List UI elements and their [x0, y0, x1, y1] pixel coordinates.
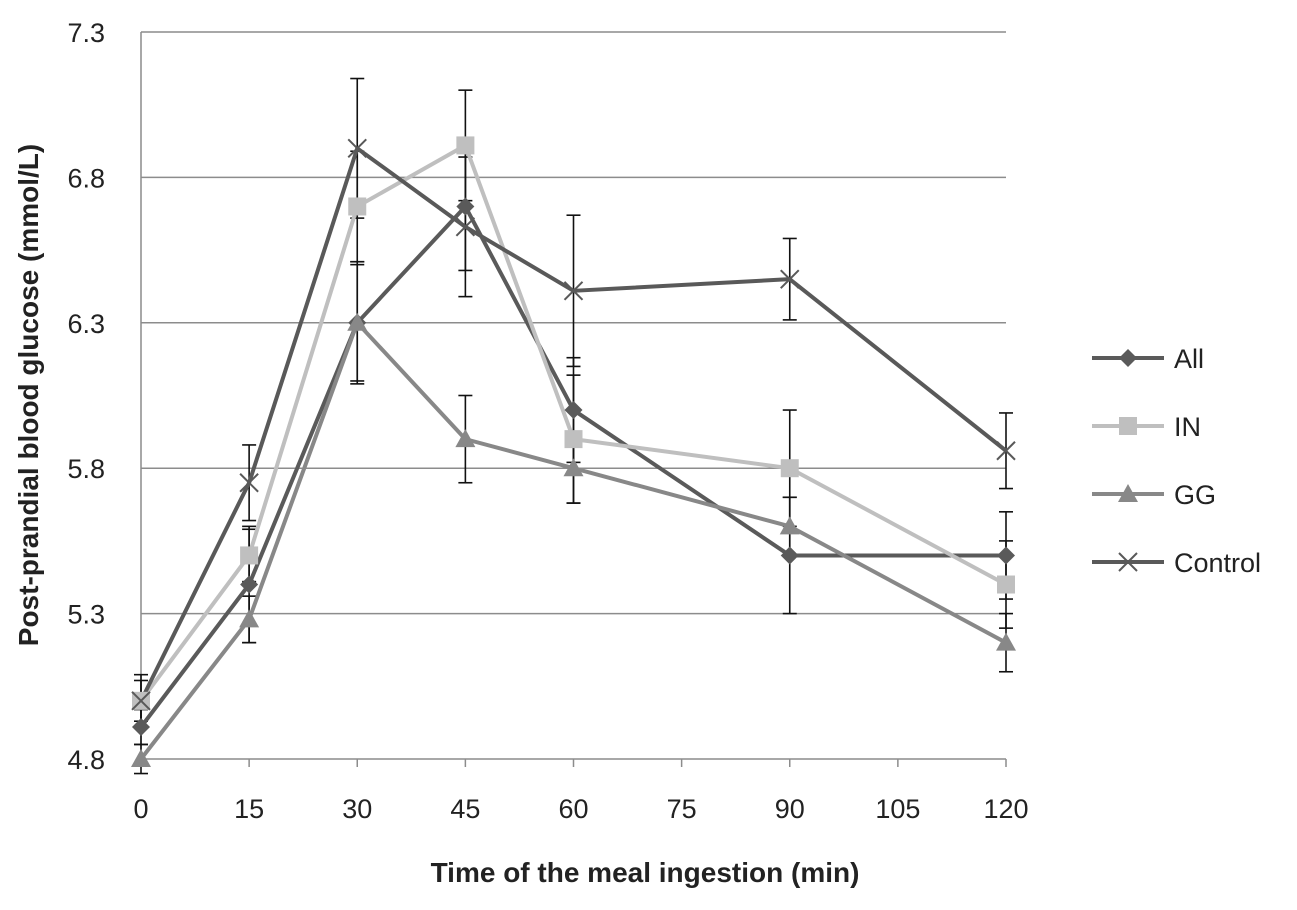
- legend-entry-all: All: [1092, 344, 1204, 374]
- y-axis-title: Post-prandial blood glucose (mmol/L): [13, 144, 44, 646]
- data-point-control: [455, 217, 476, 237]
- y-tick-label: 5.8: [67, 454, 105, 484]
- data-point-gg: [563, 458, 584, 477]
- data-point-control: [780, 269, 800, 289]
- legend-entry-gg: GG: [1092, 480, 1216, 510]
- legend-marker-in: [1119, 417, 1137, 435]
- x-axis-title: Time of the meal ingestion (min): [431, 857, 860, 888]
- series-markers: [131, 136, 1016, 767]
- data-point-all: [997, 546, 1015, 565]
- y-tick-label: 5.3: [67, 600, 105, 630]
- data-point-control: [563, 281, 584, 301]
- legend-marker-gg: [1118, 484, 1138, 502]
- data-point-gg: [131, 749, 151, 767]
- data-point-control: [996, 441, 1016, 461]
- x-tick-label: 15: [234, 794, 264, 824]
- data-point-in: [780, 459, 799, 478]
- data-point-gg: [239, 609, 260, 628]
- legend-marker-control: [1118, 552, 1138, 572]
- data-point-in: [456, 136, 475, 155]
- data-point-in: [564, 430, 583, 449]
- data-point-all: [564, 401, 583, 420]
- data-point-in: [240, 546, 259, 565]
- x-tick-label: 90: [775, 794, 805, 824]
- legend-label: IN: [1174, 412, 1201, 442]
- y-tick-labels: 4.8 5.3 5.8 6.3 6.8 7.3: [67, 18, 105, 775]
- x-tick-labels: 0 15 30 45 60 75 90 105 120: [133, 794, 1028, 824]
- data-point-control: [131, 691, 151, 711]
- y-tick-label: 7.3: [67, 18, 105, 48]
- data-point-in: [997, 575, 1015, 594]
- y-tick-label: 6.3: [67, 309, 105, 339]
- x-tick-label: 120: [983, 794, 1028, 824]
- legend-entry-in: IN: [1092, 412, 1201, 442]
- data-point-gg: [347, 312, 368, 331]
- data-point-all: [132, 718, 150, 737]
- y-tick-label: 6.8: [67, 163, 105, 193]
- legend-label: All: [1174, 344, 1204, 374]
- axes: [140, 32, 1007, 767]
- legend-entry-control: Control: [1092, 548, 1261, 578]
- legend-label: GG: [1174, 480, 1216, 510]
- data-point-in: [348, 197, 367, 216]
- data-point-all: [780, 546, 799, 565]
- legend: All IN GG Control: [1092, 344, 1261, 578]
- data-point-control: [239, 473, 259, 493]
- data-point-control: [347, 138, 367, 159]
- x-tick-label: 60: [558, 794, 588, 824]
- data-point-gg: [455, 429, 476, 448]
- x-tick-label: 30: [342, 794, 372, 824]
- legend-marker-all: [1119, 349, 1137, 367]
- x-tick-label: 45: [450, 794, 480, 824]
- data-point-all: [456, 197, 475, 216]
- data-point-all: [240, 575, 259, 594]
- y-tick-label: 4.8: [67, 745, 105, 775]
- data-point-gg: [779, 516, 800, 535]
- x-tick-label: 0: [133, 794, 148, 824]
- x-tick-label: 75: [667, 794, 697, 824]
- data-point-gg: [996, 632, 1016, 651]
- legend-label: Control: [1174, 548, 1261, 578]
- x-tick-label: 105: [875, 794, 920, 824]
